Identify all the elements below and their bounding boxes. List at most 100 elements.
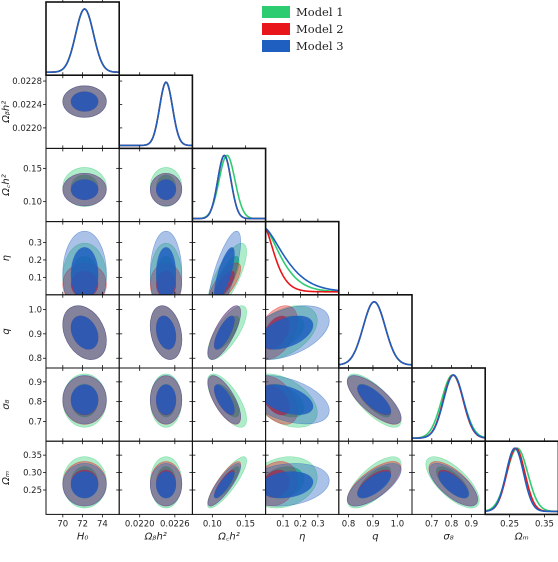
x-axis-label-H0: H₀: [77, 531, 89, 542]
x-axis-label-eta: η: [299, 531, 305, 542]
x-tick-label: 0.7: [425, 519, 439, 529]
panel-Omega_b_h2-sigma8: [149, 373, 183, 428]
y-tick-label: 0.0228: [12, 77, 42, 87]
marginal-eta-model-1: [265, 227, 339, 293]
y-tick-label: 0.0220: [12, 124, 42, 134]
marginal-eta-model-3: [265, 227, 339, 292]
panel-q-Omega_m: [346, 456, 402, 509]
x-axis-label-Omega_c_h2: Ω꜀h²: [217, 531, 239, 542]
x-tick-label: 0.2: [294, 519, 308, 529]
y-tick-label: 0.35: [23, 451, 42, 461]
y-tick-label: 0.8: [28, 354, 42, 364]
y-axis-label-Omega_c_h2: Ω꜀h²: [1, 174, 12, 196]
contour-inner-model-3: [155, 179, 177, 201]
y-tick-label: 0.2: [28, 256, 42, 266]
marginal-H0-model-3: [46, 8, 120, 73]
x-tick-label: 0.15: [236, 519, 255, 529]
contour-inner-model-3: [70, 384, 99, 415]
panel-frame: [484, 440, 558, 516]
contour-inner-model-3: [70, 179, 99, 201]
contour-inner-model-3: [213, 471, 235, 499]
panel-q-sigma8: [346, 373, 402, 428]
panel-frame: [191, 147, 267, 223]
panel-eta-Omega_m: [265, 456, 330, 509]
panel-Omega_c_h2-q: [207, 305, 247, 360]
x-tick-label: 0.0226: [160, 519, 190, 529]
panel-Omega_c_h2-Omega_m: [207, 456, 247, 509]
marginal-H0-model-2: [46, 8, 120, 73]
marginal-eta-model-2: [265, 228, 339, 293]
legend-swatch-3: [262, 40, 290, 52]
panel-H0-H0: [46, 8, 120, 73]
x-axis-label-sigma8: σ₈: [443, 531, 453, 542]
y-tick-label: 0.9: [28, 330, 42, 340]
contour-inner-model-3: [213, 384, 235, 415]
panel-sigma8-sigma8: [412, 374, 486, 439]
panel-eta-sigma8: [265, 373, 330, 428]
marginal-H0-model-1: [46, 8, 120, 73]
y-tick-label: 0.25: [23, 486, 42, 496]
contour-inner-model-3: [213, 247, 235, 295]
y-axis-label-sigma8: σ₈: [1, 399, 12, 409]
x-tick-label: 72: [77, 519, 88, 529]
contour-inner-model-3: [438, 471, 469, 499]
y-tick-label: 0.8: [28, 398, 42, 408]
x-tick-label: 0.3: [311, 519, 325, 529]
x-tick-label: 0.25: [500, 519, 519, 529]
panel-q-q: [338, 301, 412, 366]
y-axis-label-q: q: [1, 328, 12, 334]
x-tick-label: 74: [97, 519, 108, 529]
contour-inner-model-3: [265, 471, 314, 499]
x-tick-label: 0.10: [203, 519, 222, 529]
marginal-sigma8-model-3: [412, 374, 486, 439]
contour-inner-model-3: [155, 315, 177, 350]
x-tick-label: 0.8: [342, 519, 356, 529]
y-axis-label-Omega_m: Ωₘ: [1, 471, 12, 486]
y-tick-label: 0.0224: [12, 100, 42, 110]
panel-frame: [118, 74, 194, 150]
marginal-q-model-1: [338, 301, 412, 366]
panel-Omega_b_h2-Omega_m: [149, 456, 183, 509]
y-tick-label: 0.30: [23, 469, 42, 479]
panel-Omega_b_h2-eta: [149, 230, 183, 295]
panel-H0-Omega_b_h2: [62, 85, 107, 118]
contour-inner-model-3: [265, 384, 314, 415]
marginal-q-model-3: [338, 301, 412, 366]
y-tick-label: 0.10: [23, 198, 42, 208]
x-tick-label: 0.9: [465, 519, 479, 529]
y-tick-label: 0.15: [23, 164, 42, 174]
contour-inner-model-3: [213, 315, 235, 350]
contour-inner-model-3: [155, 247, 177, 295]
y-tick-label: 0.1: [28, 273, 42, 283]
panel-H0-Omega_m: [62, 456, 107, 509]
contour-inner-model-3: [70, 471, 99, 499]
panel-H0-q: [62, 305, 107, 360]
legend-swatch-1: [262, 6, 290, 18]
panel-Omega_b_h2-Omega_b_h2: [119, 81, 193, 147]
contour-inner-model-3: [357, 384, 392, 415]
x-axis-label-Omega_m: Ωₘ: [514, 531, 529, 542]
panel-frame: [337, 293, 413, 369]
x-tick-label: 0.1: [276, 519, 290, 529]
panel-H0-eta: [62, 230, 107, 295]
marginal-Omega_c_h2-model-2: [192, 154, 266, 220]
x-tick-label: 0.9: [366, 519, 380, 529]
y-tick-label: 0.7: [28, 417, 42, 427]
panel-frame: [45, 1, 120, 76]
contour-inner-model-3: [155, 384, 177, 415]
panel-Omega_b_h2-Omega_c_h2: [149, 167, 183, 207]
contour-inner-model-3: [357, 471, 392, 499]
marginal-Omega_b_h2-model-3: [119, 81, 193, 147]
legend-label-1: Model 1: [296, 5, 344, 19]
marginal-Omega_m-model-3: [485, 447, 558, 513]
x-axis-label-Omega_b_h2: Ωᵦh²: [144, 531, 167, 542]
x-tick-label: 1.0: [391, 519, 405, 529]
legend-swatch-2: [262, 23, 290, 35]
contour-inner-model-3: [70, 315, 99, 350]
panel-Omega_c_h2-Omega_c_h2: [192, 154, 266, 220]
panel-Omega_m-Omega_m: [485, 447, 558, 513]
y-tick-label: 1.0: [28, 305, 42, 315]
panel-Omega_c_h2-sigma8: [207, 373, 247, 428]
